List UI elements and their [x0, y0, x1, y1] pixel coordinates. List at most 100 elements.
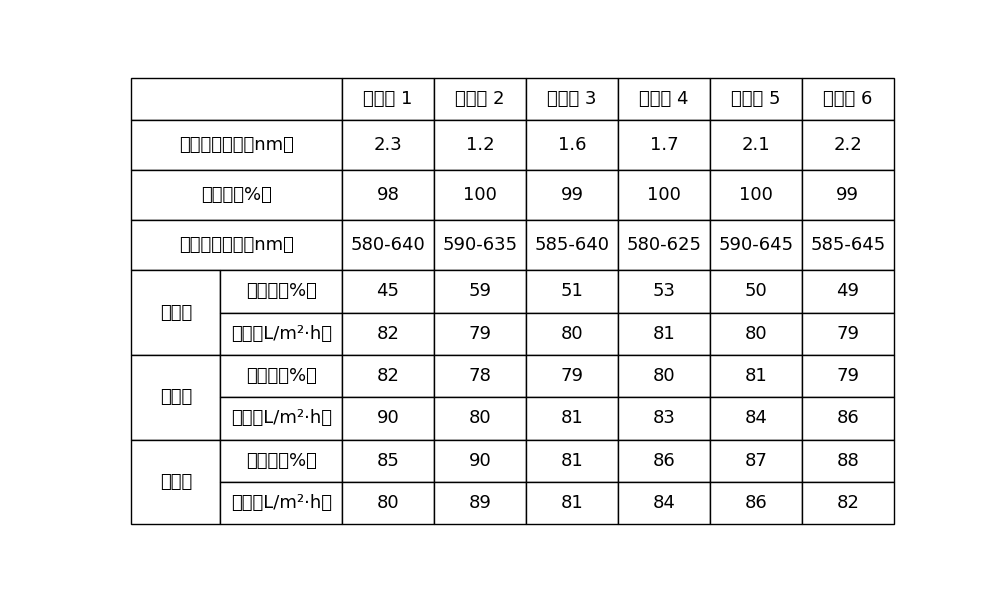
- Bar: [220, 482, 342, 524]
- Text: 82: 82: [377, 325, 399, 343]
- Bar: [618, 77, 710, 120]
- Bar: [131, 77, 342, 120]
- Bar: [342, 120, 434, 170]
- Text: 100: 100: [463, 186, 497, 204]
- Bar: [618, 482, 710, 524]
- Text: 81: 81: [561, 409, 583, 427]
- Bar: [342, 397, 434, 440]
- Bar: [434, 440, 526, 482]
- Bar: [802, 120, 894, 170]
- Text: 81: 81: [561, 452, 583, 470]
- Text: 82: 82: [377, 367, 399, 385]
- Bar: [342, 270, 434, 312]
- Bar: [131, 440, 220, 524]
- Bar: [342, 220, 434, 270]
- Bar: [710, 270, 802, 312]
- Text: 2.2: 2.2: [833, 136, 862, 154]
- Bar: [710, 397, 802, 440]
- Text: 51: 51: [560, 283, 583, 300]
- Bar: [434, 170, 526, 220]
- Bar: [802, 397, 894, 440]
- Bar: [220, 270, 342, 312]
- Bar: [526, 77, 618, 120]
- Bar: [618, 355, 710, 397]
- Bar: [710, 482, 802, 524]
- Bar: [220, 355, 342, 397]
- Bar: [526, 312, 618, 355]
- Bar: [434, 270, 526, 312]
- Text: 87: 87: [744, 452, 767, 470]
- Bar: [434, 120, 526, 170]
- Text: 82: 82: [836, 494, 859, 512]
- Text: 通量（L/m²·h）: 通量（L/m²·h）: [231, 325, 332, 343]
- Bar: [526, 397, 618, 440]
- Bar: [342, 170, 434, 220]
- Bar: [434, 482, 526, 524]
- Text: 荧光发射波长（nm）: 荧光发射波长（nm）: [179, 236, 294, 254]
- Text: 1.7: 1.7: [650, 136, 678, 154]
- Text: 86: 86: [744, 494, 767, 512]
- Text: 脱除率（%）: 脱除率（%）: [246, 367, 317, 385]
- Text: 平均孔径大小（nm）: 平均孔径大小（nm）: [179, 136, 294, 154]
- Bar: [434, 220, 526, 270]
- Text: 580-640: 580-640: [351, 236, 425, 254]
- Text: 80: 80: [653, 367, 675, 385]
- Bar: [618, 170, 710, 220]
- Text: 585-640: 585-640: [534, 236, 609, 254]
- Bar: [710, 170, 802, 220]
- Bar: [710, 77, 802, 120]
- Bar: [802, 270, 894, 312]
- Text: 80: 80: [469, 409, 491, 427]
- Text: 86: 86: [653, 452, 675, 470]
- Text: 81: 81: [744, 367, 767, 385]
- Text: 79: 79: [836, 325, 859, 343]
- Bar: [618, 312, 710, 355]
- Bar: [802, 440, 894, 482]
- Text: 实施例 5: 实施例 5: [731, 90, 781, 108]
- Bar: [710, 440, 802, 482]
- Bar: [802, 220, 894, 270]
- Bar: [434, 312, 526, 355]
- Bar: [342, 312, 434, 355]
- Text: 100: 100: [739, 186, 773, 204]
- Text: 50: 50: [744, 283, 767, 300]
- Text: 79: 79: [836, 367, 859, 385]
- Text: 抗菌率（%）: 抗菌率（%）: [201, 186, 272, 204]
- Text: 2.1: 2.1: [742, 136, 770, 154]
- Bar: [710, 220, 802, 270]
- Bar: [342, 355, 434, 397]
- Text: 580-625: 580-625: [626, 236, 701, 254]
- Bar: [526, 440, 618, 482]
- Text: 氯化镁: 氯化镁: [160, 388, 192, 406]
- Text: 通量（L/m²·h）: 通量（L/m²·h）: [231, 494, 332, 512]
- Text: 79: 79: [560, 367, 583, 385]
- Text: 49: 49: [836, 283, 859, 300]
- Text: 80: 80: [745, 325, 767, 343]
- Text: 80: 80: [561, 325, 583, 343]
- Bar: [220, 397, 342, 440]
- Bar: [710, 355, 802, 397]
- Bar: [618, 220, 710, 270]
- Text: 90: 90: [377, 409, 399, 427]
- Text: 脱除率（%）: 脱除率（%）: [246, 452, 317, 470]
- Text: 89: 89: [469, 494, 491, 512]
- Bar: [618, 397, 710, 440]
- Text: 实施例 2: 实施例 2: [455, 90, 505, 108]
- Bar: [434, 397, 526, 440]
- Bar: [342, 440, 434, 482]
- Bar: [131, 120, 342, 170]
- Bar: [802, 482, 894, 524]
- Text: 84: 84: [744, 409, 767, 427]
- Bar: [526, 482, 618, 524]
- Text: 脱除率（%）: 脱除率（%）: [246, 283, 317, 300]
- Text: 79: 79: [468, 325, 491, 343]
- Bar: [526, 120, 618, 170]
- Text: 90: 90: [469, 452, 491, 470]
- Bar: [526, 220, 618, 270]
- Bar: [131, 270, 220, 355]
- Text: 实施例 6: 实施例 6: [823, 90, 873, 108]
- Bar: [802, 77, 894, 120]
- Bar: [802, 312, 894, 355]
- Bar: [342, 77, 434, 120]
- Bar: [710, 120, 802, 170]
